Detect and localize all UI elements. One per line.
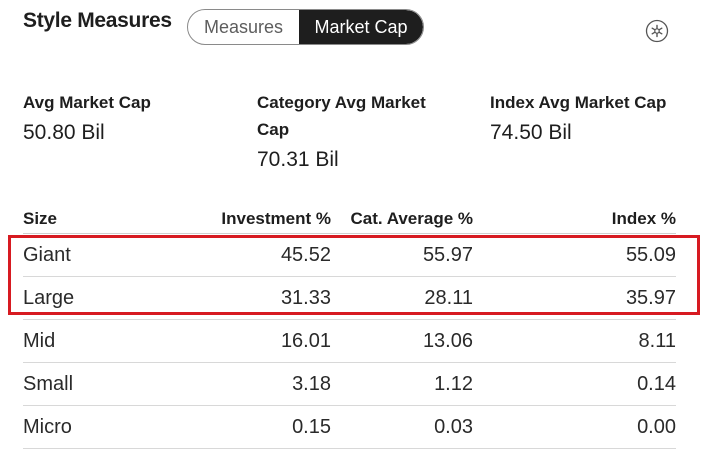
size-cell: Large bbox=[23, 276, 123, 320]
column-header-investment: Investment % bbox=[123, 204, 331, 234]
column-header-size: Size bbox=[23, 204, 123, 234]
stat-value: 70.31 Bil bbox=[257, 148, 339, 171]
view-toggle: Measures Market Cap bbox=[187, 9, 424, 45]
cat-average-cell: 0.03 bbox=[331, 405, 473, 449]
index-avg-market-cap-stat: Index Avg Market Cap 74.50 Bil bbox=[490, 89, 700, 147]
table-row: Mid 16.01 13.06 8.11 bbox=[23, 319, 676, 363]
stat-label: Category Avg Market Cap bbox=[257, 93, 426, 139]
investment-cell: 16.01 bbox=[123, 319, 331, 363]
toggle-measures-button[interactable]: Measures bbox=[203, 16, 284, 37]
column-header-index: Index % bbox=[473, 204, 676, 234]
index-cell: 8.11 bbox=[473, 319, 676, 363]
investment-cell: 31.33 bbox=[123, 276, 331, 320]
size-cell: Mid bbox=[23, 319, 123, 363]
table-header-row: Size Investment % Cat. Average % Index % bbox=[23, 204, 676, 234]
size-cell: Micro bbox=[23, 405, 123, 449]
size-cell: Small bbox=[23, 362, 123, 406]
stat-value: 50.80 Bil bbox=[23, 121, 105, 144]
stat-label: Index Avg Market Cap bbox=[490, 93, 667, 112]
market-cap-size-table: Size Investment % Cat. Average % Index %… bbox=[23, 204, 676, 449]
table-row: Small 3.18 1.12 0.14 bbox=[23, 362, 676, 406]
toggle-market-cap-button[interactable]: Market Cap bbox=[299, 10, 423, 44]
table-row: Large 31.33 28.11 35.97 bbox=[23, 276, 676, 320]
cat-average-cell: 55.97 bbox=[331, 233, 473, 277]
gear-icon[interactable] bbox=[645, 19, 669, 43]
page-title: Style Measures bbox=[23, 9, 172, 32]
cat-average-cell: 1.12 bbox=[331, 362, 473, 406]
cat-average-cell: 28.11 bbox=[331, 276, 473, 320]
table-row: Giant 45.52 55.97 55.09 bbox=[23, 233, 676, 277]
avg-market-cap-stat: Avg Market Cap 50.80 Bil bbox=[23, 89, 223, 147]
investment-cell: 0.15 bbox=[123, 405, 331, 449]
investment-cell: 45.52 bbox=[123, 233, 331, 277]
stat-value: 74.50 Bil bbox=[490, 121, 572, 144]
stat-label: Avg Market Cap bbox=[23, 93, 151, 112]
cat-average-cell: 13.06 bbox=[331, 319, 473, 363]
index-cell: 35.97 bbox=[473, 276, 676, 320]
table-row: Micro 0.15 0.03 0.00 bbox=[23, 405, 676, 449]
size-cell: Giant bbox=[23, 233, 123, 277]
column-header-cat-average: Cat. Average % bbox=[331, 204, 473, 234]
index-cell: 0.00 bbox=[473, 405, 676, 449]
category-avg-market-cap-stat: Category Avg Market Cap 70.31 Bil bbox=[257, 89, 457, 174]
index-cell: 0.14 bbox=[473, 362, 676, 406]
investment-cell: 3.18 bbox=[123, 362, 331, 406]
index-cell: 55.09 bbox=[473, 233, 676, 277]
